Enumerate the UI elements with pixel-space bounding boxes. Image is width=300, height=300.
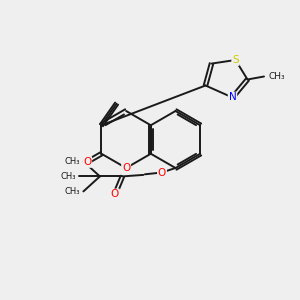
Text: O: O	[83, 157, 91, 167]
Text: O: O	[158, 167, 166, 178]
Text: CH₃: CH₃	[60, 172, 76, 181]
Text: O: O	[111, 189, 119, 200]
Text: CH₃: CH₃	[65, 157, 80, 166]
Text: CH₃: CH₃	[65, 187, 80, 196]
Text: CH₃: CH₃	[268, 72, 285, 81]
Text: O: O	[122, 163, 130, 173]
Text: N: N	[229, 92, 236, 103]
Text: S: S	[232, 55, 239, 65]
